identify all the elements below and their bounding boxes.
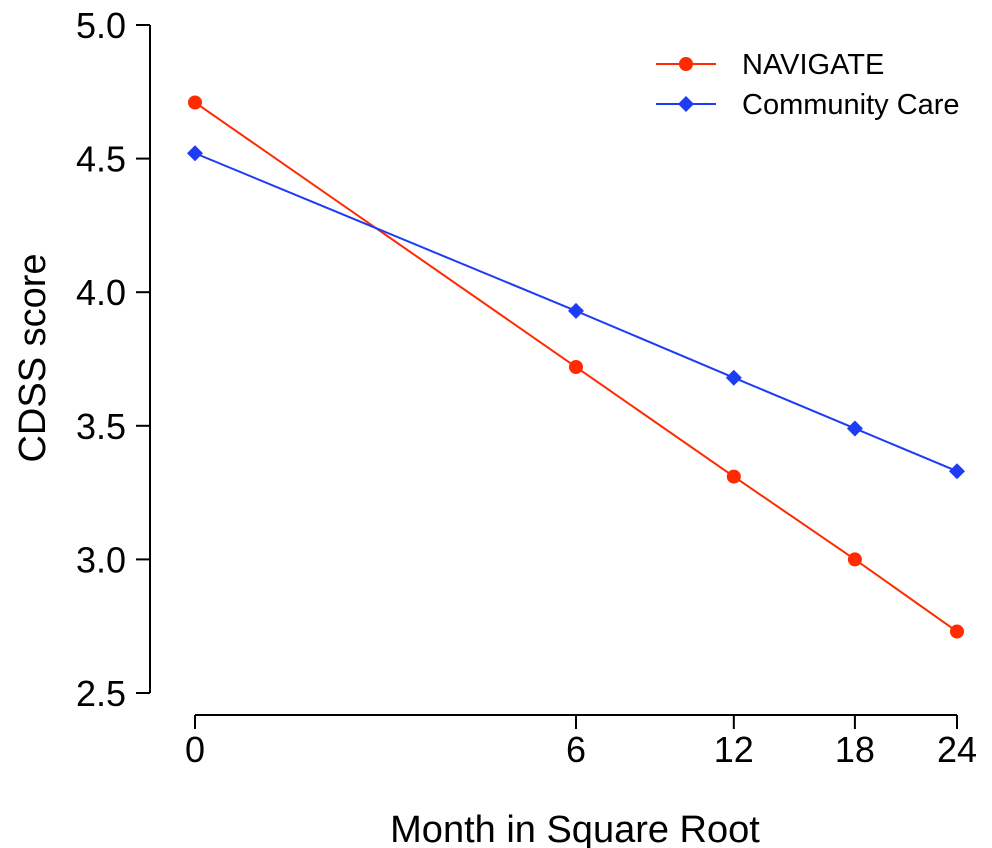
legend-item: Community Care	[656, 89, 960, 121]
data-point	[847, 552, 862, 567]
x-tick-label: 0	[185, 729, 205, 770]
data-point	[725, 369, 742, 386]
x-tick-label: 24	[937, 729, 977, 770]
y-tick-label: 4.0	[76, 272, 126, 313]
legend-marker	[678, 96, 694, 112]
data-point	[187, 145, 203, 162]
data-point	[726, 469, 741, 484]
x-axis-title: Month in Square Root	[390, 809, 760, 848]
series-1	[188, 95, 964, 639]
y-tick-label: 5.0	[76, 5, 126, 46]
y-tick-label: 3.5	[76, 406, 126, 447]
legend-item: NAVIGATE	[656, 49, 884, 81]
data-point	[949, 463, 965, 480]
x-tick-label: 6	[566, 729, 586, 770]
data-point	[950, 624, 964, 639]
legend: NAVIGATE Community Care	[656, 49, 960, 121]
y-axis-title: CDSS score	[12, 253, 54, 462]
y-tick-label: 4.5	[76, 139, 126, 180]
legend-label: NAVIGATE	[742, 49, 884, 81]
y-tick-label: 2.5	[76, 673, 126, 714]
data-point	[569, 360, 583, 375]
series-layer	[187, 95, 965, 639]
series-2	[187, 145, 965, 480]
x-tick-label: 18	[835, 729, 875, 770]
data-point	[188, 95, 202, 110]
axes: 2.5 3.0 3.5 4.0 4.5 5.0 0 6 12 18 24	[76, 5, 977, 770]
legend-label: Community Care	[742, 89, 960, 121]
data-point	[846, 420, 863, 437]
data-point	[568, 302, 584, 319]
y-tick-label: 3.0	[76, 539, 126, 580]
legend-marker	[679, 57, 693, 71]
x-tick-label: 12	[714, 729, 754, 770]
